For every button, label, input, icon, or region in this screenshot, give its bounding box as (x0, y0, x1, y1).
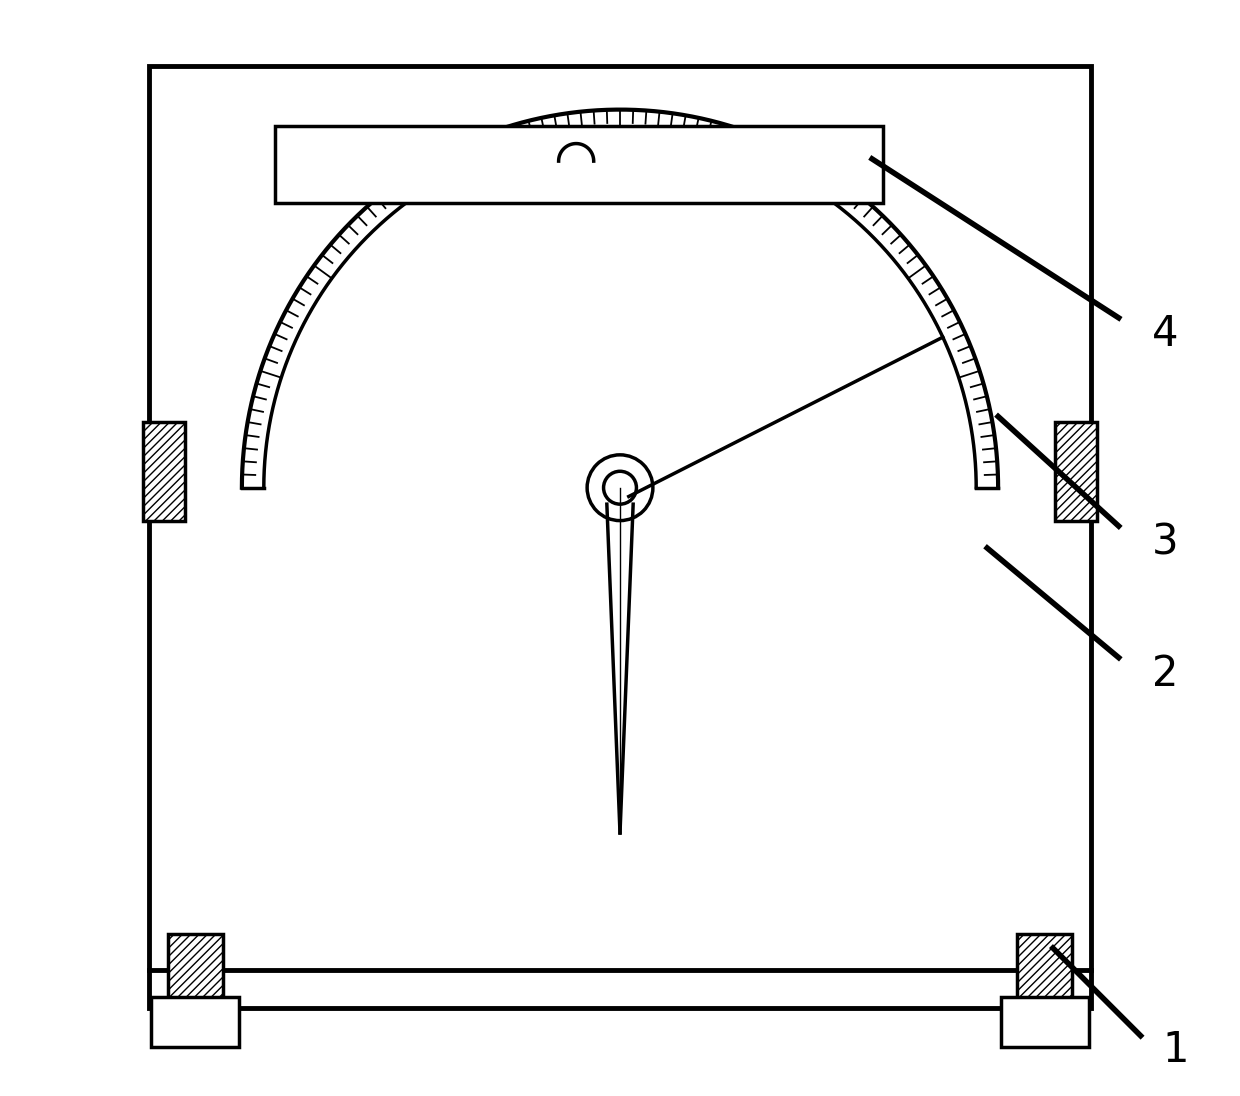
Bar (1017, 934, 1071, 1000)
Text: 1: 1 (1163, 1029, 1189, 1071)
Bar (1002, 997, 1089, 1047)
Text: 3: 3 (1152, 522, 1178, 563)
Text: 4: 4 (1152, 313, 1178, 355)
Text: 2: 2 (1152, 653, 1178, 695)
Bar (151, 997, 238, 1047)
Bar (275, 126, 883, 203)
Bar (149, 66, 1091, 1008)
Circle shape (587, 455, 653, 521)
Bar (1055, 422, 1096, 521)
Circle shape (604, 471, 636, 504)
Bar (169, 934, 223, 1000)
Bar (144, 422, 185, 521)
